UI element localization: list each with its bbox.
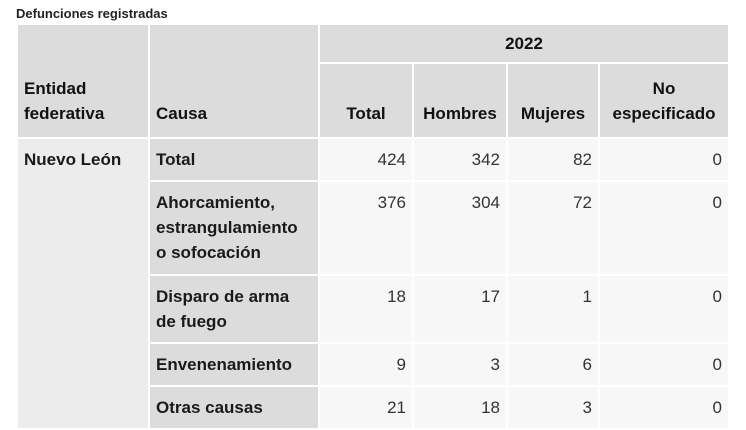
cause-cell: Disparo de arma de fuego <box>148 274 320 344</box>
total-cell: 18 <box>318 274 414 344</box>
hombres-cell: 342 <box>412 137 508 182</box>
header-total: Total <box>318 62 414 139</box>
table-row: Envenenamiento 9 3 6 0 <box>17 342 731 387</box>
no-especificado-cell: 0 <box>597 274 731 344</box>
entidad-cell: Nuevo León <box>16 137 150 430</box>
mujeres-cell: 6 <box>506 342 600 387</box>
cause-cell: Ahorcamiento, estrangulamiento o sofocac… <box>148 180 320 276</box>
table-caption: Defunciones registradas <box>16 6 168 21</box>
header-entidad: Entidad federativa <box>16 23 150 139</box>
cause-cell: Total <box>148 137 320 182</box>
header-causa: Causa <box>148 23 320 139</box>
table-row: Nuevo León Total 424 342 82 0 <box>16 137 731 430</box>
mujeres-cell: 1 <box>506 274 600 344</box>
cause-cell: Envenenamiento <box>148 342 320 387</box>
total-cell: 9 <box>318 342 414 387</box>
mujeres-cell: 82 <box>506 137 600 182</box>
no-especificado-cell: 0 <box>597 180 731 276</box>
no-especificado-cell: 0 <box>597 137 731 182</box>
header-hombres: Hombres <box>412 62 508 139</box>
hombres-cell: 17 <box>412 274 508 344</box>
table-row: Disparo de arma de fuego 18 17 1 0 <box>17 274 731 344</box>
defunciones-table: Entidad federativa Causa 2022 Total Homb… <box>16 23 731 430</box>
table-row: Ahorcamiento, estrangulamiento o sofocac… <box>17 180 731 276</box>
header-year: 2022 <box>317 23 731 64</box>
header-no-especificado: No especificado <box>597 62 731 139</box>
hombres-cell: 304 <box>412 180 508 276</box>
no-especificado-cell: 0 <box>597 342 731 387</box>
header-mujeres: Mujeres <box>506 62 600 139</box>
hombres-cell: 3 <box>412 342 508 387</box>
total-cell: 376 <box>318 180 414 276</box>
total-cell: 424 <box>318 137 414 182</box>
mujeres-cell: 72 <box>506 180 600 276</box>
